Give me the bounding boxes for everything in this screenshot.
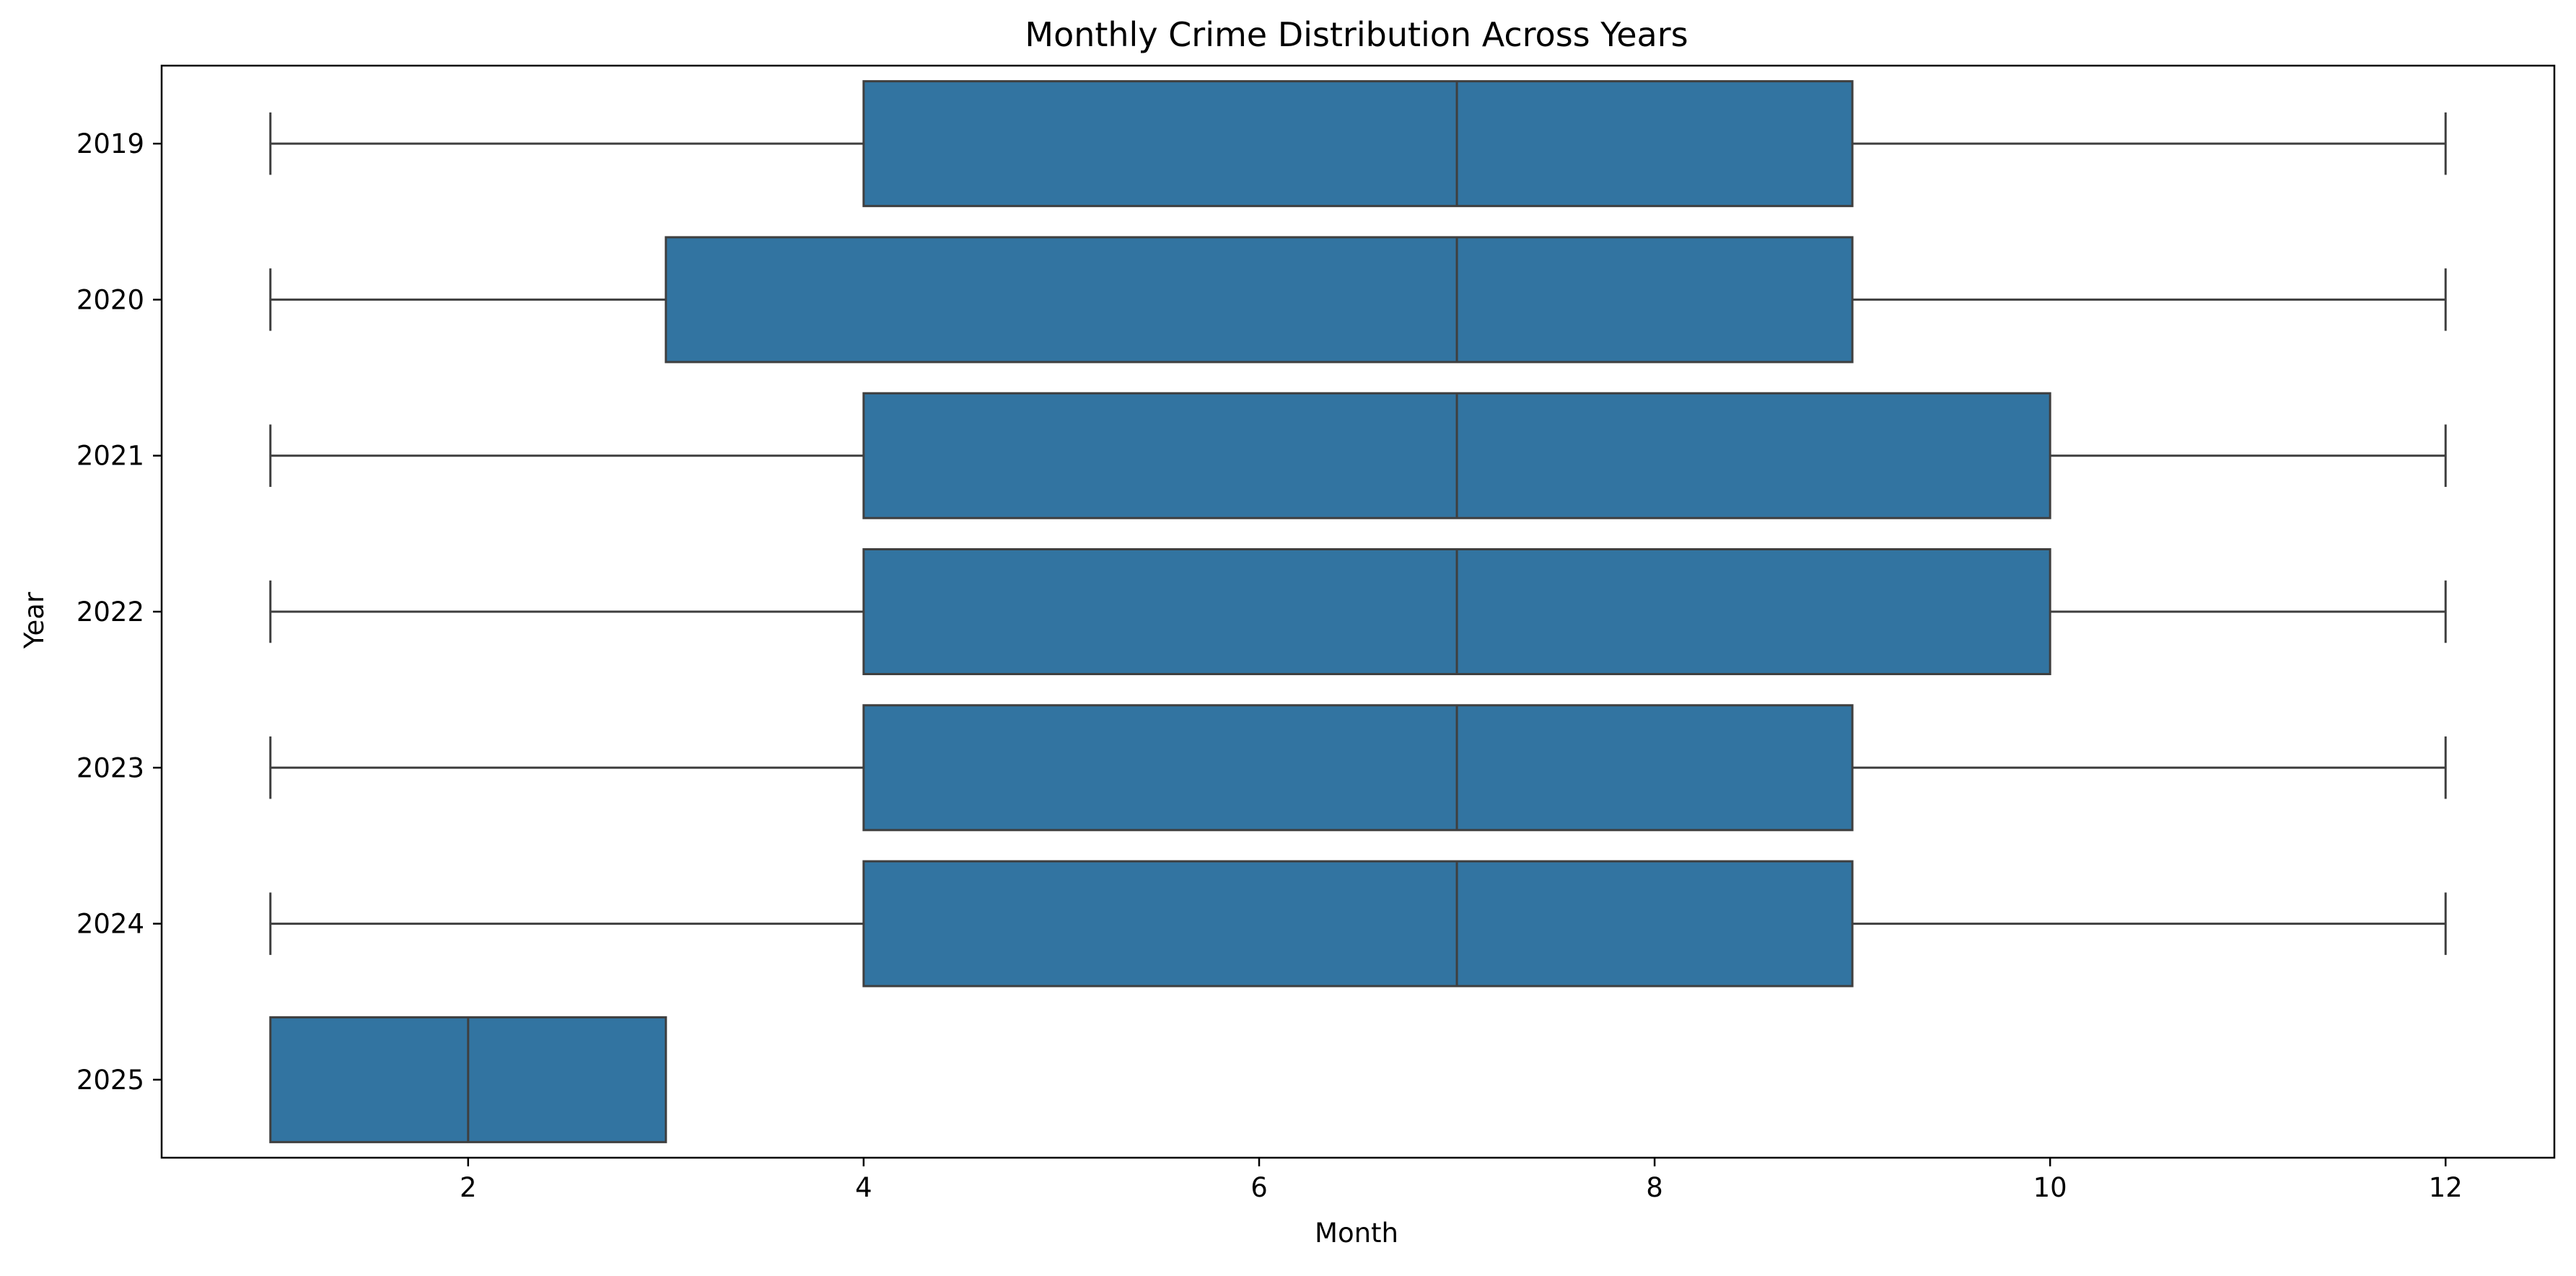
y-tick-label: 2019 <box>76 128 144 159</box>
plot-area: 2 4 6 8 10 12 2019 2020 2021 2022 2023 2024 2025 <box>76 64 2556 1203</box>
y-axis-label: Year <box>19 591 50 649</box>
y-tick-label: 2022 <box>76 597 144 628</box>
box-2019 <box>862 80 1854 208</box>
box-2023 <box>862 704 1854 832</box>
box-2024 <box>862 860 1854 987</box>
x-axis-label: Month <box>1315 1218 1398 1249</box>
x-tick-label: 10 <box>2033 1172 2067 1203</box>
y-tick-label: 2020 <box>76 284 144 315</box>
y-tick-label: 2021 <box>76 441 144 472</box>
x-tick-label: 2 <box>460 1172 477 1203</box>
y-tick-label: 2024 <box>76 909 144 940</box>
y-tick-label: 2025 <box>76 1065 144 1096</box>
y-tick-label: 2023 <box>76 752 144 783</box>
x-tick-label: 4 <box>855 1172 872 1203</box>
x-tick-label: 12 <box>2429 1172 2463 1203</box>
box-2020 <box>665 236 1854 364</box>
x-tick-label: 6 <box>1250 1172 1268 1203</box>
x-tick-label: 8 <box>1646 1172 1663 1203</box>
chart-title: Monthly Crime Distribution Across Years <box>1025 15 1688 54</box>
